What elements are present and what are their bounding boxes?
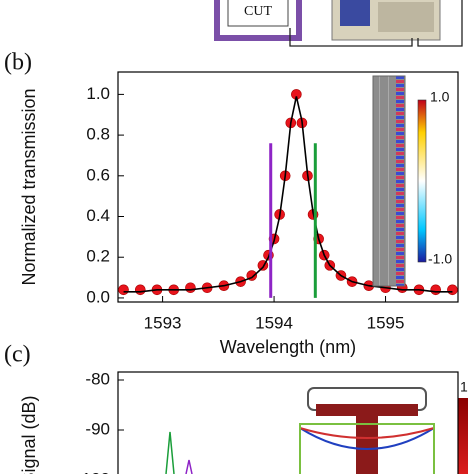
instrument-screen	[340, 0, 370, 26]
y-axis-label: Signal (dB)	[19, 395, 39, 474]
colorbar	[417, 99, 427, 263]
ring-bar	[316, 404, 418, 416]
y-tick-label: 0.8	[86, 125, 110, 144]
ring-frame	[299, 423, 435, 474]
colorbar-label: -1.0	[428, 251, 452, 267]
colorbar	[458, 398, 468, 474]
data-point	[447, 284, 458, 296]
y-tick-label: -80	[85, 369, 110, 388]
x-axis-label: Wavelength (nm)	[220, 337, 356, 357]
plot-frame	[117, 371, 459, 474]
y-tick-label: 0.6	[86, 165, 110, 184]
colorbar-label: 1.0	[430, 89, 450, 105]
y-tick-label: 0.0	[86, 287, 110, 306]
spectrum-spike	[165, 431, 175, 474]
ring-stem	[356, 414, 378, 474]
data-point	[134, 284, 146, 296]
x-tick-label: 1593	[144, 313, 182, 332]
cut-box	[214, 0, 302, 41]
y-tick-label: 1.0	[86, 84, 110, 103]
field-image	[372, 75, 406, 287]
setup-diagram: CUT	[214, 0, 463, 47]
y-tick-label: 0.2	[86, 247, 110, 266]
cut-label: CUT	[244, 4, 272, 19]
plot-frame	[117, 71, 459, 303]
y-tick-label: 0.4	[86, 206, 110, 225]
ring-inset	[165, 387, 468, 474]
colorbar-label: 1	[460, 379, 468, 395]
x-tick-label: 1594	[255, 313, 293, 332]
panel-label: (b)	[4, 50, 32, 76]
y-tick-label: -90	[85, 419, 110, 438]
field-inset	[372, 75, 427, 287]
fit-line	[123, 96, 453, 293]
ring-mode	[299, 427, 435, 439]
cable	[417, 0, 463, 47]
cable	[289, 28, 413, 47]
y-tick-label: -100	[76, 469, 110, 474]
spectrum-spike	[185, 459, 193, 474]
panel-label: (c)	[4, 342, 31, 368]
data-point	[118, 284, 129, 296]
data-point	[185, 282, 196, 294]
ring-mode	[299, 427, 435, 450]
x-tick-label: 1595	[367, 313, 405, 332]
data-point	[430, 284, 442, 296]
cut-inner	[227, 0, 289, 27]
y-axis-label: Normalized transmission	[19, 88, 39, 285]
instrument-panel	[378, 2, 434, 32]
